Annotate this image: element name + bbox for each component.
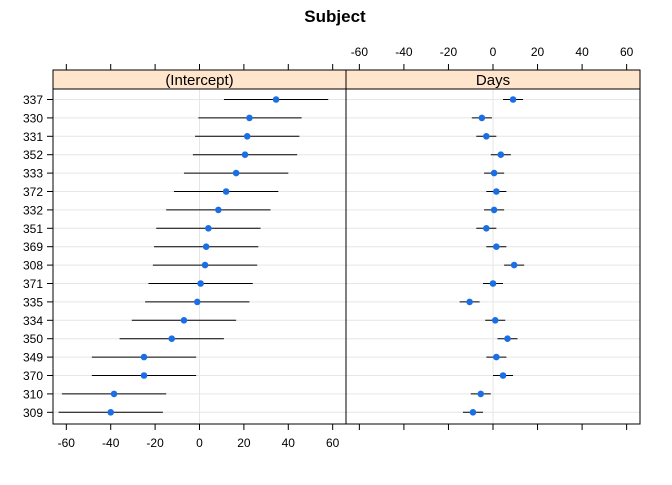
data-point bbox=[490, 206, 498, 214]
panel-days: Days bbox=[345, 69, 641, 425]
x-tick-label-bottom: 0 bbox=[196, 436, 203, 450]
x-tick-label-top: 0 bbox=[490, 45, 497, 59]
x-axis-top: -60 -40 -20 0 20 40 60 bbox=[65, 45, 634, 70]
y-tick-label: 333 bbox=[23, 167, 43, 181]
data-point bbox=[489, 280, 497, 287]
data-point bbox=[241, 151, 249, 158]
data-point bbox=[483, 225, 490, 232]
data-point bbox=[493, 243, 500, 250]
y-tick-label: 310 bbox=[23, 387, 43, 401]
data-point bbox=[469, 409, 477, 416]
data-point bbox=[201, 261, 209, 269]
data-point bbox=[232, 169, 240, 177]
data-point bbox=[168, 335, 176, 343]
y-tick-label: 334 bbox=[23, 314, 43, 328]
grid-lines-intercept bbox=[53, 89, 346, 424]
marks-days bbox=[459, 96, 525, 416]
data-point bbox=[483, 133, 490, 140]
data-point bbox=[510, 261, 518, 269]
data-point bbox=[493, 353, 500, 361]
y-tick-label: 308 bbox=[23, 259, 43, 273]
data-point bbox=[493, 188, 500, 195]
y-tick-label: 331 bbox=[23, 130, 43, 144]
grid-lines-days bbox=[346, 89, 640, 424]
y-tick-label: 349 bbox=[23, 351, 43, 365]
data-point bbox=[222, 188, 230, 195]
x-tick-label-top: -40 bbox=[395, 45, 413, 59]
data-point bbox=[202, 243, 210, 250]
data-point bbox=[180, 317, 188, 324]
data-point bbox=[197, 280, 204, 287]
x-tick-label-top: 60 bbox=[620, 45, 634, 59]
data-point bbox=[504, 335, 511, 343]
x-axis-bottom: -60 -40 -20 0 20 40 60 bbox=[58, 424, 628, 450]
y-tick-label: 351 bbox=[23, 222, 43, 236]
strip-label-days: Days bbox=[476, 72, 510, 89]
data-point bbox=[246, 114, 253, 122]
data-point bbox=[490, 169, 498, 177]
data-point bbox=[193, 298, 201, 306]
x-tick-label-bottom: -40 bbox=[102, 436, 120, 450]
y-tick-label: 337 bbox=[23, 93, 43, 107]
data-point bbox=[107, 409, 115, 416]
marks-intercept bbox=[58, 96, 329, 416]
data-point bbox=[491, 317, 499, 324]
data-point bbox=[509, 96, 517, 103]
y-tick-label: 330 bbox=[23, 111, 43, 125]
y-tick-label: 369 bbox=[23, 240, 43, 254]
data-point bbox=[497, 151, 505, 158]
x-tick-label-bottom: 40 bbox=[282, 436, 296, 450]
x-tick-label-bottom: -60 bbox=[58, 436, 76, 450]
data-point bbox=[478, 114, 486, 122]
data-point bbox=[110, 390, 118, 398]
data-point bbox=[499, 372, 507, 379]
data-point bbox=[215, 206, 222, 214]
x-tick-label-bottom: 60 bbox=[326, 436, 340, 450]
x-tick-label-bottom: 20 bbox=[237, 436, 251, 450]
data-point bbox=[140, 353, 148, 361]
data-point bbox=[272, 96, 280, 103]
chart-title: Subject bbox=[304, 7, 366, 26]
y-tick-label: 372 bbox=[23, 185, 43, 199]
y-tick-label: 371 bbox=[23, 277, 43, 291]
strip-label-intercept: (Intercept) bbox=[165, 72, 233, 89]
x-tick-label-bottom: -20 bbox=[146, 436, 164, 450]
data-point bbox=[466, 298, 473, 306]
x-tick-label-top: 20 bbox=[531, 45, 545, 59]
y-tick-label: 370 bbox=[23, 369, 43, 383]
y-tick-label: 309 bbox=[23, 406, 43, 420]
x-tick-label-top: 40 bbox=[575, 45, 589, 59]
data-point bbox=[205, 225, 212, 232]
x-tick-label-top: -60 bbox=[351, 45, 369, 59]
y-axis: 337 330 331 352 333 372 332 351 369 308 371 335 334 3… bbox=[23, 93, 53, 420]
x-tick-label-top: -20 bbox=[440, 45, 458, 59]
y-tick-label: 332 bbox=[23, 203, 43, 217]
y-tick-label: 335 bbox=[23, 295, 43, 309]
data-point bbox=[140, 372, 148, 379]
data-point bbox=[243, 133, 251, 140]
panel-intercept: (Intercept) bbox=[52, 69, 347, 425]
y-tick-label: 352 bbox=[23, 148, 43, 162]
y-tick-label: 350 bbox=[23, 332, 43, 346]
data-point bbox=[477, 390, 485, 398]
